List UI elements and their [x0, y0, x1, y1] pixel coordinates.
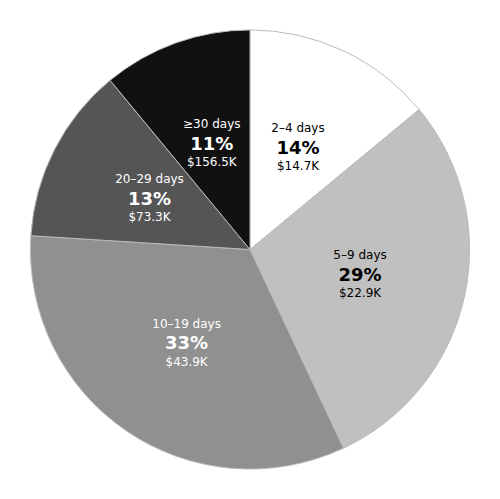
svg-text:11%: 11% [190, 133, 233, 154]
svg-text:10–19 days: 10–19 days [152, 317, 221, 331]
svg-text:$43.9K: $43.9K [165, 355, 208, 369]
svg-text:≥30 days: ≥30 days [183, 117, 240, 131]
svg-text:$22.9K: $22.9K [339, 286, 382, 300]
svg-text:$73.3K: $73.3K [128, 210, 171, 224]
svg-text:$14.7K: $14.7K [277, 159, 320, 173]
svg-text:13%: 13% [128, 188, 171, 209]
svg-text:20–29 days: 20–29 days [115, 172, 184, 186]
svg-text:5–9 days: 5–9 days [333, 248, 386, 262]
svg-text:14%: 14% [276, 137, 319, 158]
svg-text:$156.5K: $156.5K [187, 155, 238, 169]
svg-text:2–4 days: 2–4 days [271, 121, 324, 135]
svg-text:33%: 33% [165, 332, 208, 353]
svg-text:29%: 29% [339, 264, 382, 285]
